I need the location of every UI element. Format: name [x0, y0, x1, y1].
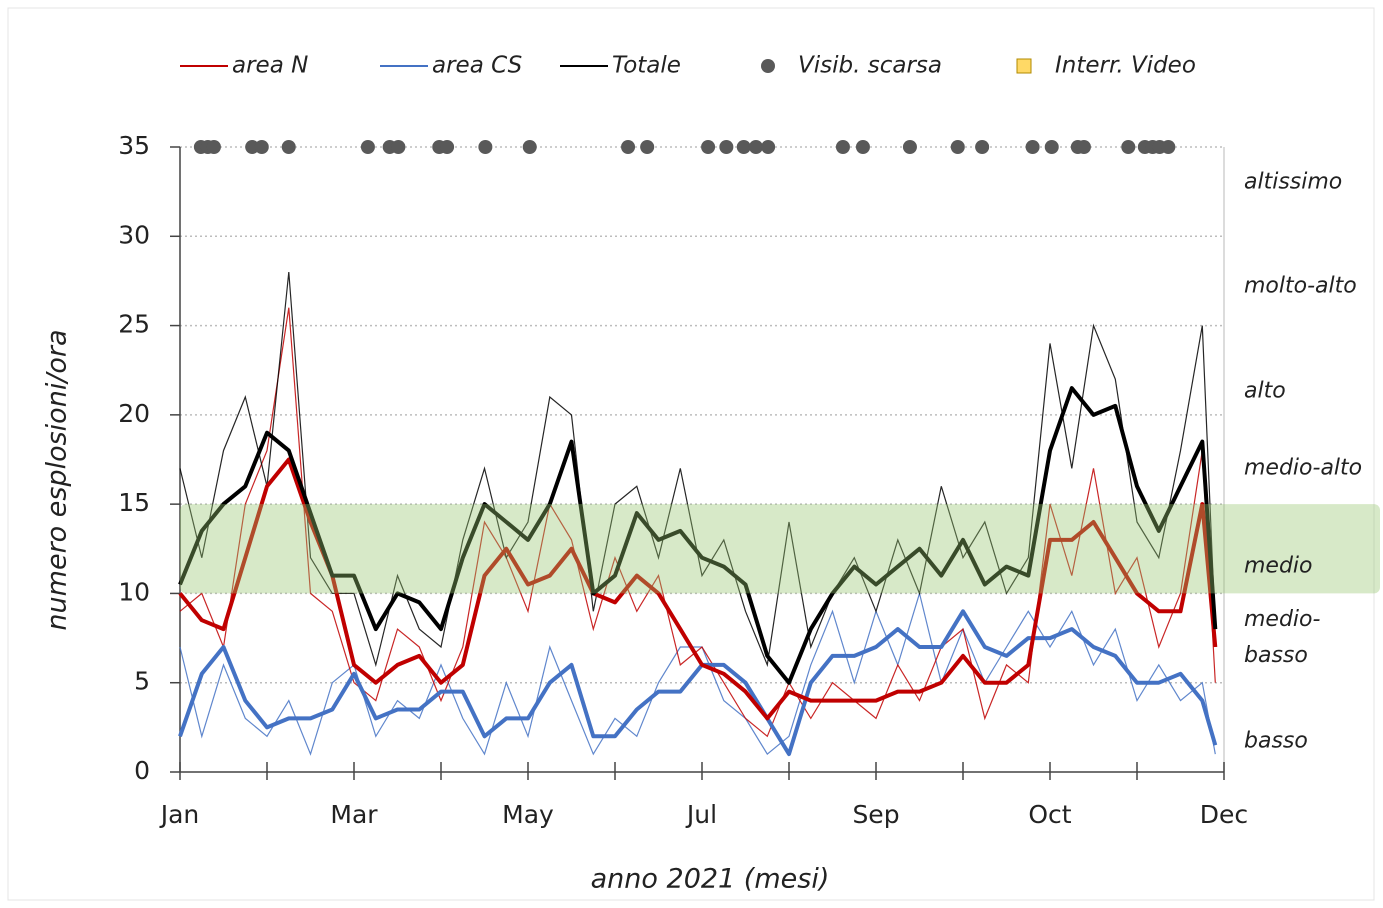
visibility-dot	[761, 140, 776, 154]
x-tick-label: Mar	[330, 800, 378, 829]
visibility-dot	[975, 140, 990, 154]
visibility-dot	[440, 140, 455, 154]
y-axis-title: numero esplosioni/ora	[42, 329, 73, 630]
visibility-dot	[206, 140, 221, 154]
legend-label: area CS	[432, 53, 522, 79]
level-label: altissimo	[1244, 170, 1342, 195]
x-tick-label: Dec	[1200, 800, 1248, 829]
visibility-dot	[281, 140, 296, 154]
y-tick-label: 30	[118, 220, 150, 249]
x-tick-label: Jan	[159, 800, 200, 829]
legend-label: area N	[232, 53, 308, 79]
y-tick-label: 25	[118, 310, 150, 339]
y-tick-label: 10	[118, 577, 150, 606]
level-label: medio-alto	[1244, 455, 1362, 480]
visibility-dot	[478, 140, 493, 154]
y-tick-label: 15	[118, 488, 150, 517]
smoothed-line	[178, 457, 1218, 721]
y-tick-label: 5	[134, 667, 150, 696]
level-label: medio-	[1244, 607, 1321, 632]
legend-label: Visib. scarsa	[798, 53, 942, 79]
visibility-dot	[640, 140, 655, 154]
level-label: alto	[1244, 379, 1286, 404]
daily-line	[179, 307, 1216, 738]
visibility-dot	[360, 140, 375, 154]
visibility-dot	[902, 140, 917, 154]
visibility-dot	[835, 140, 850, 154]
visibility-dot	[855, 140, 870, 154]
visibility-dot	[621, 140, 636, 154]
visibility-dot	[254, 140, 269, 154]
level-label: molto-alto	[1244, 273, 1357, 298]
visibility-dot	[736, 140, 751, 154]
y-tick-label: 0	[134, 756, 150, 785]
visibility-dot	[1076, 140, 1091, 154]
x-tick-label: Oct	[1028, 800, 1071, 829]
visibility-dot	[1025, 140, 1040, 154]
legend-swatch	[1016, 58, 1032, 74]
visibility-dot	[391, 140, 406, 154]
legend-label: Totale	[612, 53, 681, 79]
level-label: basso	[1244, 729, 1308, 754]
visibility-dot	[522, 140, 537, 154]
x-tick-label: May	[502, 800, 554, 829]
chart-frame	[7, 7, 1375, 901]
medio-band	[180, 504, 1380, 594]
visibility-dot	[701, 140, 716, 154]
level-label: medio	[1244, 554, 1313, 579]
level-label: basso	[1244, 643, 1308, 668]
visibility-dot	[1044, 140, 1059, 154]
daily-line	[179, 271, 1216, 668]
x-tick-label: Jul	[685, 800, 717, 829]
x-axis-title: anno 2021 (mesi)	[591, 864, 830, 895]
visibility-dot	[1121, 140, 1136, 154]
visibility-dot	[748, 140, 763, 154]
y-tick-label: 20	[118, 399, 150, 428]
legend-label: Interr. Video	[1055, 53, 1196, 79]
smoothed-line	[178, 386, 1218, 685]
legend-swatch	[761, 59, 775, 73]
visibility-dot	[719, 140, 734, 154]
x-tick-label: Sep	[852, 800, 899, 829]
visibility-dot	[245, 140, 260, 154]
y-tick-label: 35	[118, 131, 150, 160]
visibility-dot	[950, 140, 965, 154]
visibility-dot	[1161, 140, 1176, 154]
